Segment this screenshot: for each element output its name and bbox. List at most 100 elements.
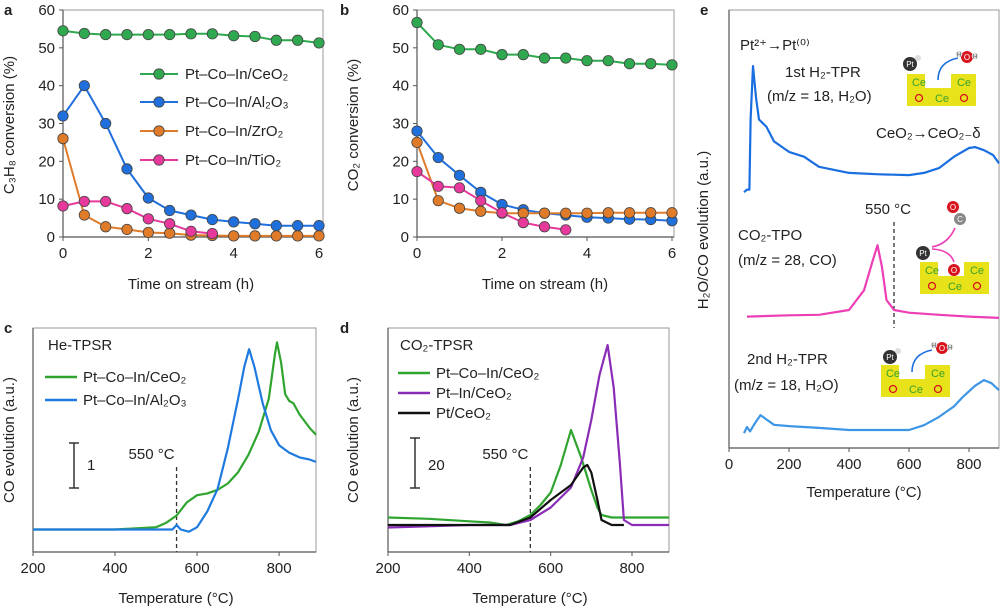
- legend-label: Pt–Co–In/ZrO₂: [185, 123, 284, 140]
- y-tick-label: 10: [38, 191, 55, 208]
- data-point: [142, 226, 154, 239]
- data-point: [142, 213, 154, 225]
- lattice-oxygen: [972, 281, 982, 291]
- x-tick-label: 2: [144, 245, 152, 262]
- hydrogen-atom: [946, 343, 954, 351]
- series-line-2: [743, 379, 1000, 434]
- y-tick-label: 10: [392, 191, 409, 208]
- series-line-0: [33, 341, 317, 531]
- data-point: [270, 230, 282, 242]
- hydrogen-atom-label: H: [932, 344, 936, 350]
- data-point: [517, 217, 529, 229]
- reference-line-label: 550 °C: [482, 446, 528, 463]
- x-tick-label: 600: [896, 456, 921, 473]
- annotation-pt-reduction: Pt²⁺→Pt⁽⁰⁾: [740, 37, 810, 54]
- oxygen-atom-label: O: [951, 266, 957, 275]
- panel-title: CO₂-TPSR: [400, 337, 473, 354]
- oxygen-atom-label: O: [950, 203, 956, 212]
- panel-d: 200 400 600 800 Temperature (°C) CO evolution…: [345, 327, 670, 607]
- carbon-atom-label: C: [957, 215, 963, 224]
- ce-atom-label: Ce: [957, 77, 971, 89]
- data-point: [270, 34, 282, 46]
- y-axis-label: C₃H₈ conversion (%): [1, 56, 18, 194]
- data-point: [78, 27, 90, 40]
- hydrogen-atom-label: H: [973, 55, 977, 61]
- x-tick-label: 4: [583, 245, 591, 262]
- x-axis-label: Temperature (°C): [806, 484, 921, 501]
- data-point: [270, 220, 282, 232]
- ceria-support: [881, 365, 950, 397]
- legend-marker: [153, 125, 165, 137]
- pt-atom-label: Pt: [906, 60, 914, 69]
- data-point: [78, 80, 90, 92]
- data-point: [453, 43, 466, 55]
- data-point: [411, 125, 423, 137]
- data-point: [496, 49, 508, 61]
- panel-title: He-TPSR: [48, 337, 112, 354]
- y-axis-label: CO evolution (a.u.): [1, 377, 18, 503]
- arrow-icon: [931, 227, 956, 248]
- scale-bar-label: 1: [87, 457, 95, 474]
- hydrogen-atom: [895, 348, 901, 354]
- data-point: [475, 205, 487, 217]
- hydrogen-atom: [955, 50, 963, 58]
- data-point: [538, 207, 551, 219]
- arrow-icon: [931, 248, 955, 263]
- x-axis-label: Time on stream (h): [482, 276, 608, 293]
- hydrogen-atom: [930, 341, 938, 349]
- data-point: [560, 207, 572, 219]
- legend-marker: [153, 154, 165, 166]
- series-line-1: [746, 244, 1000, 319]
- annotation-first-tpr: 1st H₂-TPR: [785, 64, 861, 81]
- x-tick-label: 200: [776, 456, 801, 473]
- x-tick-label: 800: [619, 560, 644, 577]
- legend-label: Pt–Co–In/Al₂O₃: [83, 392, 187, 409]
- data-point: [623, 207, 636, 219]
- data-point: [228, 30, 240, 42]
- data-point: [185, 225, 197, 237]
- data-point: [517, 49, 529, 61]
- ceria-support: [920, 262, 989, 294]
- ce-atom-label: Ce: [935, 93, 949, 105]
- data-point: [560, 224, 572, 236]
- data-point: [121, 28, 133, 41]
- x-tick-label: 400: [457, 560, 482, 577]
- data-point: [185, 209, 197, 221]
- x-tick-label: 2: [498, 245, 506, 262]
- annotation-tpo: CO₂-TPO: [738, 227, 802, 244]
- data-point: [432, 151, 444, 164]
- data-point: [121, 223, 133, 236]
- data-point: [206, 227, 218, 240]
- x-tick-label: 400: [836, 456, 861, 473]
- data-point: [100, 221, 112, 233]
- x-tick-label: 800: [956, 456, 981, 473]
- hydrogen-atom-label: H: [957, 53, 961, 59]
- data-point: [57, 200, 69, 212]
- data-point: [496, 207, 508, 219]
- x-tick-label: 600: [185, 560, 210, 577]
- data-point: [100, 28, 112, 41]
- lattice-oxygen: [888, 384, 898, 394]
- data-point: [100, 195, 112, 208]
- data-point: [475, 43, 487, 55]
- oxygen-atom: [948, 264, 960, 276]
- annotation-tpo-mz: (m/z = 28, CO): [738, 252, 837, 269]
- arrow-icon: [911, 349, 933, 373]
- x-axis-label: Temperature (°C): [118, 590, 233, 607]
- data-point: [313, 37, 325, 49]
- ce-atom-label: Ce: [886, 368, 900, 380]
- data-point: [432, 195, 444, 207]
- data-point: [645, 207, 657, 219]
- x-tick-label: 0: [59, 245, 67, 262]
- x-tick-label: 0: [725, 456, 733, 473]
- data-point: [623, 58, 636, 70]
- reference-line-label: 550 °C: [129, 446, 175, 463]
- legend-label: Pt–In/CeO₂: [436, 385, 512, 402]
- data-point: [142, 28, 154, 41]
- lattice-oxygen: [914, 93, 924, 103]
- plot-frame: [416, 9, 675, 238]
- y-tick-label: 40: [38, 78, 55, 95]
